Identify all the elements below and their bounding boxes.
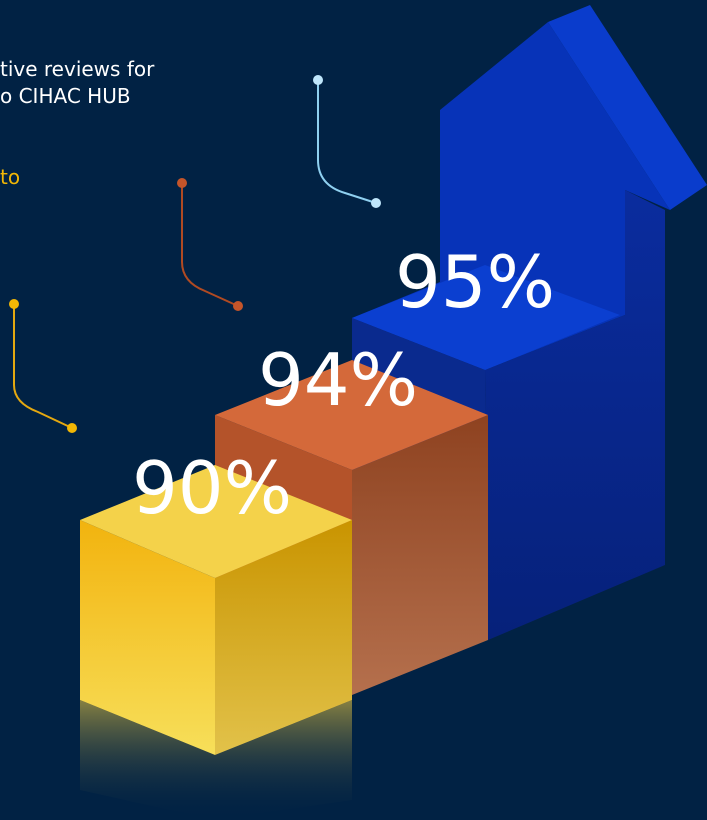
step-label: 90% [132,446,292,530]
yellow-block [80,465,352,820]
intro-line: tive reviews for [0,57,155,81]
step-label: 94% [258,338,418,422]
intro-highlight: to [0,165,20,189]
step-label: 95% [395,240,555,324]
intro-line: o CIHAC HUB [0,84,131,108]
decor-lines [9,75,381,433]
